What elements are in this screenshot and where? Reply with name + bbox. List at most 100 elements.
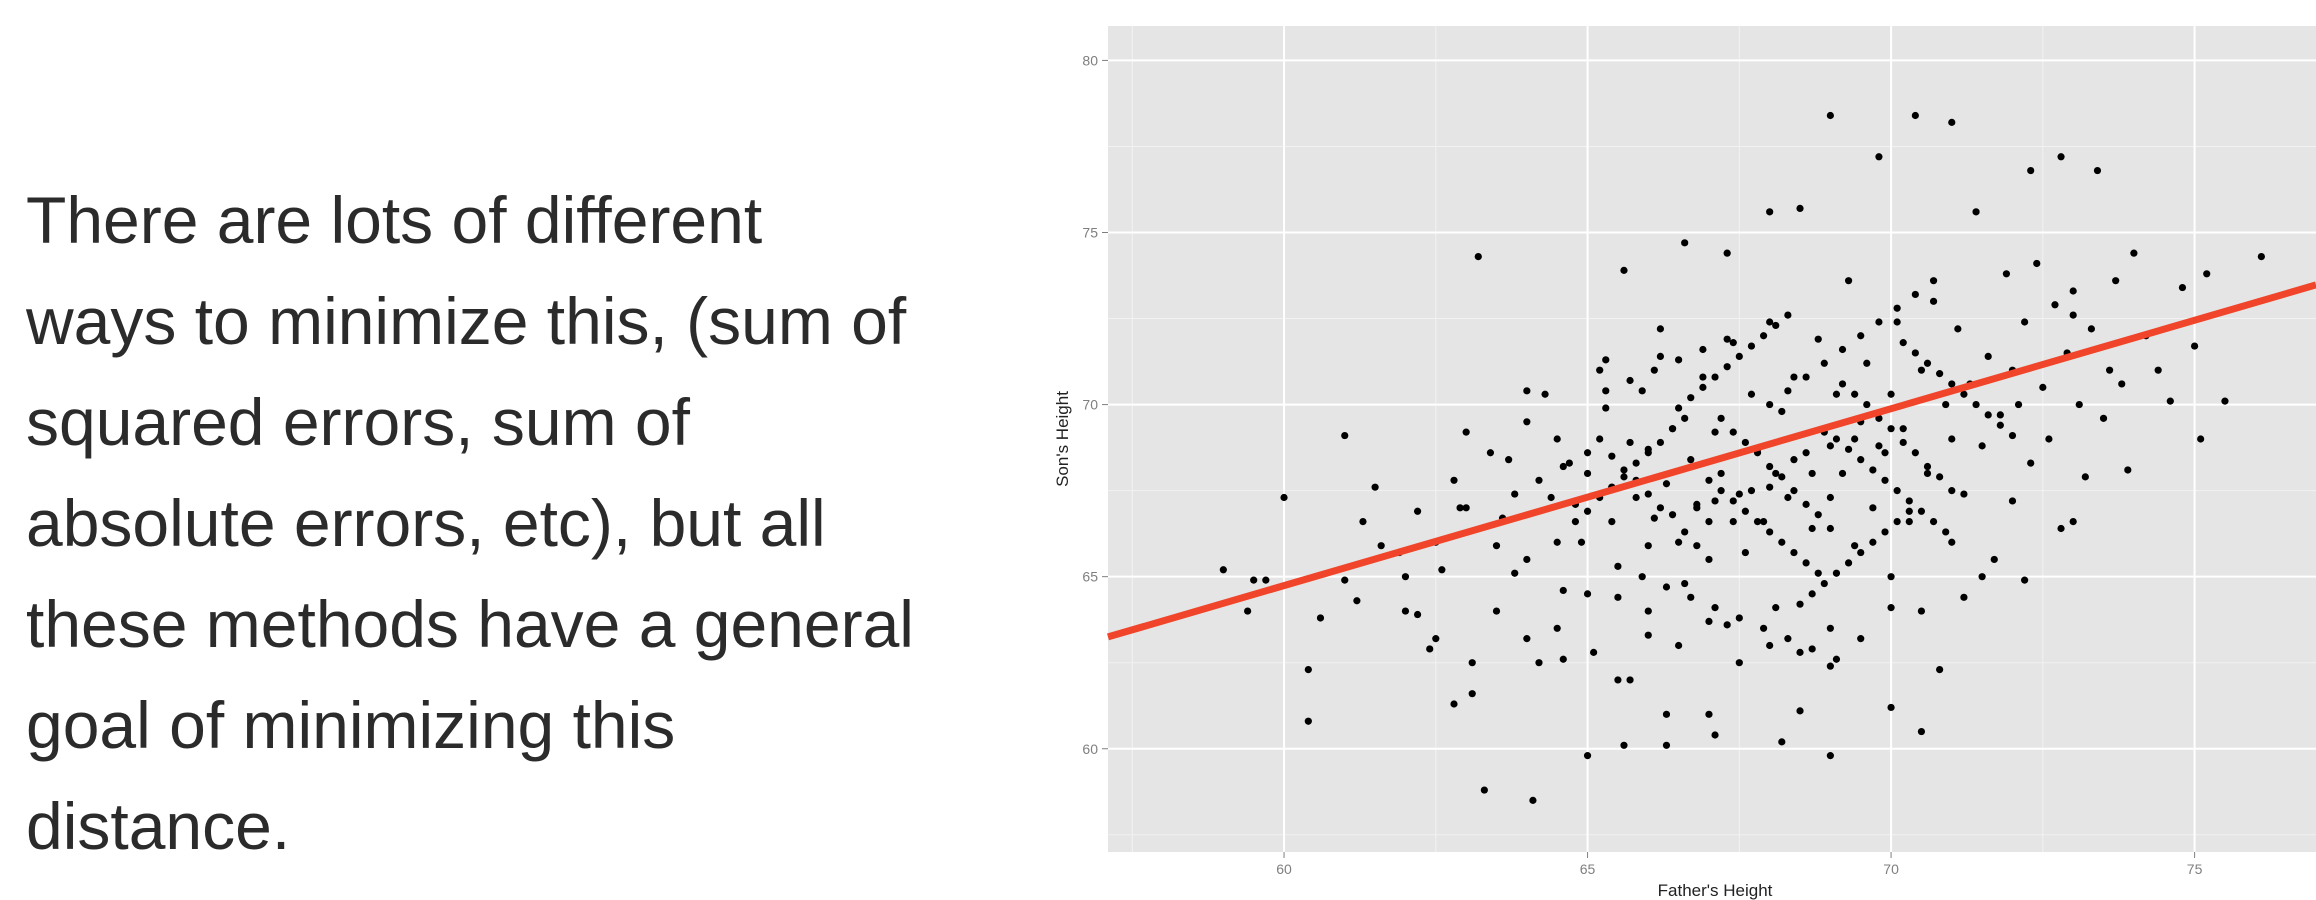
data-point — [2257, 252, 2265, 261]
data-point — [1772, 469, 1780, 478]
data-point — [1626, 376, 1634, 385]
data-point — [1826, 493, 1834, 502]
data-point — [1656, 504, 1665, 512]
data-point — [2112, 277, 2120, 285]
data-point — [1766, 208, 1774, 216]
data-point — [1687, 394, 1695, 402]
data-point — [1668, 425, 1677, 433]
data-point — [1699, 383, 1707, 391]
data-point — [1371, 483, 1379, 491]
data-point — [1729, 428, 1737, 436]
data-point — [1766, 400, 1774, 409]
data-point — [1735, 614, 1743, 622]
data-point — [2130, 249, 2138, 257]
data-point — [2087, 325, 2095, 333]
data-point — [1638, 387, 1646, 395]
data-point — [1602, 356, 1610, 364]
data-point — [1863, 359, 1871, 367]
data-point — [1511, 569, 1519, 577]
data-point — [1838, 345, 1847, 354]
data-point — [1705, 617, 1713, 626]
data-point — [1893, 487, 1901, 495]
data-point — [1929, 277, 1938, 285]
data-point — [1413, 610, 1422, 619]
data-point — [1875, 153, 1883, 161]
data-point — [1923, 469, 1932, 478]
data-point — [2166, 397, 2174, 405]
data-point — [2081, 473, 2089, 481]
data-point — [1626, 438, 1634, 447]
body-text-line: squared errors, sum of — [26, 385, 690, 459]
data-point — [1917, 366, 1926, 374]
data-point — [2118, 380, 2126, 388]
data-point — [1893, 518, 1901, 526]
data-point — [1826, 442, 1834, 450]
data-point — [1820, 359, 1828, 367]
data-point — [1644, 607, 1652, 615]
data-point — [1905, 507, 1913, 515]
data-point — [1620, 266, 1628, 274]
data-point — [1480, 786, 1488, 794]
data-point — [1948, 538, 1956, 546]
data-point — [1875, 442, 1883, 450]
data-point — [1675, 404, 1683, 412]
y-tick-label: 75 — [1082, 225, 1098, 241]
y-tick-label: 65 — [1082, 569, 1098, 585]
y-tick-label: 70 — [1082, 397, 1098, 413]
body-text-line: distance. — [26, 789, 291, 863]
data-point — [1766, 528, 1774, 536]
data-point — [2190, 342, 2199, 350]
data-point — [1747, 487, 1756, 495]
data-point — [1662, 583, 1671, 591]
data-point — [1741, 548, 1749, 557]
data-point — [1632, 459, 1640, 467]
data-point — [1675, 641, 1683, 650]
data-point — [1711, 604, 1719, 612]
data-point — [1887, 604, 1895, 612]
data-point — [1304, 717, 1312, 725]
data-point — [2093, 166, 2102, 175]
data-point — [1705, 555, 1713, 564]
data-point — [1699, 345, 1707, 354]
data-point — [1741, 507, 1749, 515]
data-point — [1802, 559, 1810, 567]
data-point — [1778, 473, 1786, 481]
data-point — [1523, 387, 1531, 395]
data-point — [1893, 318, 1901, 326]
data-point — [1753, 518, 1762, 526]
data-point — [1583, 469, 1592, 478]
grid-minor — [1108, 26, 2316, 852]
slide-body-text: There are lots of different ways to mini… — [26, 170, 1036, 877]
data-point — [1851, 435, 1859, 443]
data-point — [1899, 425, 1907, 433]
data-point — [1571, 518, 1580, 526]
data-point — [1492, 542, 1501, 550]
data-point — [1741, 438, 1749, 447]
data-point — [1808, 524, 1816, 533]
data-point — [1954, 325, 1962, 333]
x-tick-label: 70 — [1883, 861, 1899, 877]
data-point — [1826, 624, 1834, 632]
data-point — [1960, 490, 1968, 498]
data-point — [1614, 676, 1622, 684]
data-point — [2045, 435, 2053, 443]
data-point — [1608, 518, 1616, 526]
y-axis-ticks: 60 65 70 75 80 — [1082, 52, 1108, 757]
data-point — [1523, 555, 1531, 564]
grid-major — [1108, 26, 2316, 852]
data-point — [1887, 573, 1895, 581]
data-point — [1341, 576, 1349, 584]
data-point — [2069, 311, 2077, 319]
data-point — [1711, 731, 1719, 739]
body-text-line: ways to minimize this, (sum of — [26, 284, 907, 358]
data-point — [1729, 518, 1737, 526]
data-point — [1662, 480, 1671, 488]
data-point — [1583, 752, 1592, 760]
data-point — [1972, 400, 1980, 409]
data-point — [1887, 390, 1895, 398]
data-point — [1948, 435, 1956, 443]
data-point — [1723, 621, 1731, 629]
data-point — [1705, 476, 1713, 484]
data-point — [1687, 593, 1695, 601]
x-tick-label: 75 — [2187, 861, 2203, 877]
